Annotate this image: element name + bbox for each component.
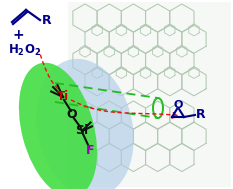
Ellipse shape — [36, 59, 134, 189]
Text: F: F — [86, 143, 94, 156]
Text: O: O — [67, 108, 77, 121]
Text: R: R — [42, 13, 52, 26]
Text: Ti: Ti — [57, 91, 69, 104]
Text: Si: Si — [75, 125, 89, 138]
Text: O: O — [173, 100, 183, 110]
Text: +: + — [12, 28, 24, 42]
Ellipse shape — [19, 63, 97, 189]
Text: $\mathdefault{H_2O_2}$: $\mathdefault{H_2O_2}$ — [8, 43, 41, 57]
Text: R: R — [196, 108, 206, 122]
FancyBboxPatch shape — [68, 2, 231, 187]
